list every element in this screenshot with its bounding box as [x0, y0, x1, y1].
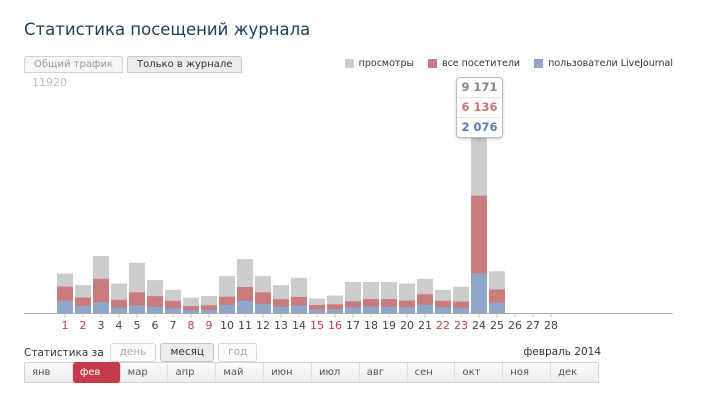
bar-lj-users-day-21: [417, 304, 433, 313]
bar-visitors-day-8: [183, 306, 199, 313]
bar-visitors-day-23: [453, 301, 469, 313]
bar-lj-users-day-3: [93, 302, 109, 313]
bar-lj-users-day-20: [399, 307, 415, 313]
x-tick-label-1: 1: [62, 319, 69, 332]
period-year-button[interactable]: год: [218, 343, 258, 362]
bar-visitors-day-9: [201, 305, 217, 313]
bar-lj-users-day-2: [75, 305, 91, 313]
current-period-label: февраль 2014: [523, 346, 601, 358]
month-nov[interactable]: ноя: [503, 363, 552, 382]
month-dec[interactable]: дек: [558, 367, 578, 378]
bar-lj-users-day-10: [219, 304, 235, 313]
month-may[interactable]: май: [216, 363, 265, 382]
month-jul[interactable]: июл: [312, 363, 360, 382]
bar-lj-users-day-9: [201, 309, 217, 313]
page-title: Статистика посещений журнала: [24, 20, 311, 39]
x-tick-label-19: 19: [382, 319, 396, 332]
bar-lj-users-day-19: [381, 306, 397, 313]
tab-journal-only[interactable]: Только в журнале: [127, 56, 243, 73]
x-tick-label-13: 13: [274, 319, 288, 332]
legend-item-lj-users: пользователи LiveJournal: [534, 58, 673, 69]
x-tick-label-17: 17: [346, 319, 360, 332]
x-tick-label-20: 20: [400, 319, 414, 332]
x-tick-label-11: 11: [238, 319, 252, 332]
x-tick-label-2: 2: [80, 319, 87, 332]
bar-lj-users-day-22: [435, 307, 451, 313]
x-tick-label-8: 8: [188, 319, 195, 332]
x-tick-label-3: 3: [98, 319, 105, 332]
x-tick-label-22: 22: [436, 319, 450, 332]
x-tick-label-26: 26: [508, 319, 522, 332]
bar-visitors-day-15: [309, 304, 325, 313]
period-day-button[interactable]: день: [109, 343, 157, 362]
bar-lj-users-day-11: [237, 300, 253, 313]
bar-lj-users-day-7: [165, 308, 181, 313]
x-tick-label-6: 6: [152, 319, 159, 332]
chart-tooltip: 9 171 6 136 2 076: [456, 77, 503, 138]
month-jan[interactable]: янв: [25, 363, 73, 382]
x-tick-label-5: 5: [134, 319, 141, 332]
legend-label-views: просмотры: [358, 58, 414, 69]
period-month-button[interactable]: месяц: [160, 343, 215, 362]
x-tick-label-16: 16: [328, 319, 342, 332]
bar-lj-users-day-1: [57, 300, 73, 313]
legend-item-views: просмотры: [344, 58, 414, 69]
tab-total-traffic[interactable]: Общий трафик: [24, 56, 124, 73]
bar-lj-users-day-18: [363, 306, 379, 313]
month-mar[interactable]: мар: [121, 363, 169, 382]
x-tick-label-24: 24: [472, 319, 486, 332]
bar-lj-users-day-4: [111, 307, 127, 313]
month-jun[interactable]: июн: [264, 363, 312, 382]
legend-item-visitors: все посетители: [427, 58, 521, 69]
month-oct[interactable]: окт: [455, 363, 504, 382]
bar-lj-users-day-25: [489, 302, 505, 313]
month-sep[interactable]: сен: [408, 363, 456, 382]
bar-visitors-day-16: [327, 304, 343, 313]
bar-lj-users-day-14: [291, 305, 307, 313]
month-selector: янв фев мар апр май июн июл авг сен окт …: [24, 362, 599, 383]
bar-lj-users-day-16: [327, 309, 343, 313]
bar-lj-users-day-6: [147, 306, 163, 313]
tooltip-views: 9 171: [457, 78, 502, 98]
month-aug[interactable]: авг: [360, 363, 408, 382]
bar-lj-users-day-15: [309, 309, 325, 313]
x-tick-label-10: 10: [220, 319, 234, 332]
x-tick-label-12: 12: [256, 319, 270, 332]
x-tick-label-21: 21: [418, 319, 432, 332]
bar-lj-users-day-8: [183, 310, 199, 313]
legend-swatch-lj-users: [534, 59, 544, 68]
bar-lj-users-day-12: [255, 304, 271, 313]
x-tick-label-25: 25: [490, 319, 504, 332]
visits-chart: 1 2 3 4 5 6 7 8 9 10 11 12 13 14 15 16 17 18 19 20 21 22 23 24 2…: [24, 137, 673, 332]
tooltip-arrow: [474, 135, 484, 141]
legend-label-visitors: все посетители: [441, 58, 521, 69]
x-tick-label-28: 28: [544, 319, 558, 332]
bar-visitors-day-17: [345, 301, 361, 313]
tooltip-lj-users: 2 076: [461, 120, 498, 134]
traffic-tabs: Общий трафик Только в журнале: [24, 56, 243, 73]
bar-lj-users-day-5: [129, 305, 145, 313]
bar-lj-users-day-17: [345, 307, 361, 313]
x-tick-label-14: 14: [292, 319, 306, 332]
bar-lj-users-day-24: [471, 273, 487, 313]
x-tick-label-15: 15: [310, 319, 324, 332]
tooltip-visitors: 6 136: [457, 98, 502, 118]
x-tick-label-9: 9: [206, 319, 213, 332]
month-apr[interactable]: апр: [168, 363, 217, 382]
x-tick-label-7: 7: [170, 319, 177, 332]
legend-label-lj-users: пользователи LiveJournal: [548, 58, 673, 69]
bar-lj-users-day-13: [273, 306, 289, 313]
month-feb[interactable]: фев: [72, 362, 121, 383]
bar-lj-users-day-23: [453, 307, 469, 313]
x-tick-label-18: 18: [364, 319, 378, 332]
legend-swatch-visitors: [427, 59, 437, 68]
x-tick-label-23: 23: [454, 319, 468, 332]
period-label: Статистика за: [24, 346, 104, 359]
y-max-label: 11920: [32, 76, 67, 89]
x-tick-label-27: 27: [526, 319, 540, 332]
x-tick-label-4: 4: [116, 319, 123, 332]
legend-swatch-views: [344, 59, 354, 68]
chart-legend: просмотры все посетители пользователи Li…: [344, 58, 673, 69]
period-selector: Статистика за день месяц год: [24, 343, 258, 362]
